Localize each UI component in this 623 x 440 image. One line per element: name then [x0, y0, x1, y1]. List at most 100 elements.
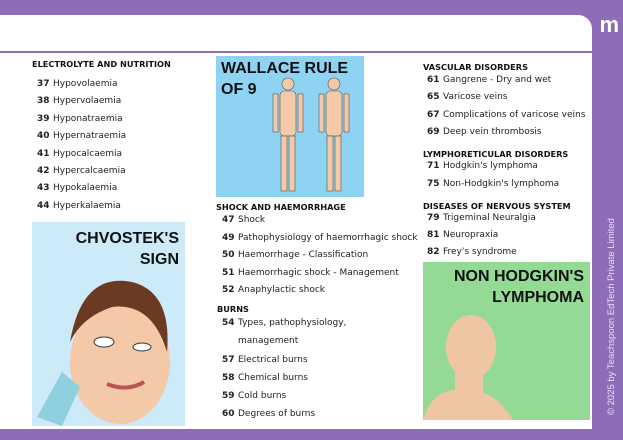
page-number: 42	[37, 165, 50, 176]
section-title: BURNS	[217, 304, 249, 314]
topic-label: Pathophysiology of haemorrhagic shock	[238, 232, 418, 243]
toc-list: 47 Shock 49 Pathophysiology of haemorrhagic…	[222, 215, 418, 303]
topic-label: Neuropraxia	[443, 230, 499, 240]
toc-item[interactable]: 38 Hypervolaemia	[37, 96, 126, 113]
toc-list: 37 Hypovolaemia 38 Hypervolaemia 39 Hyponatra…	[37, 79, 126, 218]
toc-item[interactable]: 71 Hodgkin's lymphoma	[427, 161, 559, 179]
page-number: 40	[37, 131, 50, 142]
page-number: 82	[427, 247, 440, 257]
toc-item[interactable]: 41 Hypocalcaemia	[37, 149, 126, 166]
image-caption: WALLACE RULE OF 9	[221, 60, 349, 98]
brand-logo: m	[599, 12, 619, 37]
topic-label: Cold burns	[238, 391, 287, 402]
section-title: VASCULAR DISORDERS	[423, 62, 528, 72]
toc-item[interactable]: 61 Gangrene - Dry and wet	[427, 75, 585, 92]
toc-item[interactable]: 40 Hypernatraemia	[37, 131, 126, 148]
section-title: DISEASES OF NERVOUS SYSTEM	[423, 201, 571, 211]
toc-item[interactable]: 50 Haemorrhage - Classification	[222, 250, 418, 268]
toc-item[interactable]: 54 Types, pathophysiology,	[222, 318, 346, 336]
topic-label: Hypercalcaemia	[53, 165, 126, 176]
toc-item[interactable]: management	[222, 336, 346, 354]
topic-label: Anaphylactic shock	[238, 285, 325, 296]
page-number: 67	[427, 109, 440, 120]
topic-label: Deep vein thrombosis	[443, 127, 542, 138]
toc-item[interactable]: 75 Non-Hodgkin's lymphoma	[427, 179, 559, 197]
page-number: 60	[222, 409, 235, 420]
topic-label: Electrical burns	[238, 354, 308, 365]
toc-item[interactable]: 52 Anaphylactic shock	[222, 285, 418, 303]
page-number: 38	[37, 96, 50, 107]
topic-label: Varicose veins	[443, 92, 508, 103]
toc-item[interactable]: 58 Chemical burns	[222, 373, 346, 391]
topic-label: Hypovolaemia	[53, 79, 118, 89]
topic-label: Non-Hodgkin's lymphoma	[443, 179, 560, 189]
toc-item[interactable]: 44 Hyperkalaemia	[37, 201, 126, 218]
topic-label: Degrees of burns	[238, 409, 316, 420]
section-title: ELECTROLYTE AND NUTRITION	[32, 59, 171, 69]
toc-item[interactable]: 37 Hypovolaemia	[37, 79, 126, 96]
page-number: 50	[222, 250, 235, 261]
nhl-image: NON HODGKIN'S LYMPHOMA	[423, 262, 590, 420]
topic-label: Hypokalaemia	[53, 183, 118, 194]
toc-item[interactable]: 47 Shock	[222, 215, 418, 233]
topic-label: management	[238, 336, 299, 347]
chvostek-image: CHVOSTEK'S SIGN	[32, 222, 185, 426]
image-caption: CHVOSTEK'S SIGN	[75, 230, 179, 268]
page-number: 59	[222, 391, 235, 402]
page-number	[222, 336, 238, 354]
image-caption: NON HODGKIN'S LYMPHOMA	[453, 268, 584, 306]
page-number: 41	[37, 148, 50, 159]
toc-list: 71 Hodgkin's lymphoma 75 Non-Hodgkin's lymp…	[427, 161, 559, 197]
toc-item[interactable]: 49 Pathophysiology of haemorrhagic shock	[222, 233, 418, 251]
topic-label: Hypervolaemia	[53, 96, 122, 107]
topic-label: Frey's syndrome	[443, 247, 517, 257]
toc-item[interactable]: 43 Hypokalaemia	[37, 183, 126, 200]
page-number: 57	[222, 354, 235, 365]
topic-label: Shock	[238, 215, 266, 225]
toc-item[interactable]: 81 Neuropraxia	[427, 230, 536, 247]
toc-item[interactable]: 65 Varicose veins	[427, 92, 585, 109]
topic-label: Hyperkalaemia	[53, 200, 121, 211]
topic-label: Trigeminal Neuralgia	[443, 213, 536, 223]
toc-item[interactable]: 51 Haemorrhagic shock - Management	[222, 268, 418, 286]
topic-label: Chemical burns	[238, 372, 308, 383]
toc-item[interactable]: 59 Cold burns	[222, 391, 346, 409]
page-number: 39	[37, 113, 50, 124]
section-title: SHOCK AND HAEMORRHAGE	[216, 202, 346, 212]
topic-label: Gangrene - Dry and wet	[443, 75, 552, 85]
page-number: 44	[37, 200, 50, 211]
toc-list: 61 Gangrene - Dry and wet 65 Varicose veins…	[427, 75, 585, 145]
toc-item[interactable]: 79 Trigeminal Neuralgia	[427, 213, 536, 230]
topic-label: Hypocalcaemia	[53, 148, 123, 159]
page-number: 75	[427, 179, 440, 189]
toc-item[interactable]: 42 Hypercalcaemia	[37, 166, 126, 183]
toc-item[interactable]: 57 Electrical burns	[222, 355, 346, 373]
wallace-rule-image: WALLACE RULE OF 9	[216, 56, 364, 197]
page-number: 47	[222, 215, 235, 225]
toc-item[interactable]: 82 Frey's syndrome	[427, 247, 536, 264]
toc-item[interactable]: 39 Hyponatraemia	[37, 114, 126, 131]
page-number: 52	[222, 285, 235, 296]
page-number: 61	[427, 75, 440, 85]
page-number: 69	[427, 127, 440, 138]
toc-item[interactable]: 67 Complications of varicose veins	[427, 110, 585, 127]
page-number: 71	[427, 161, 440, 171]
page-number: 65	[427, 92, 440, 103]
toc-list: 54 Types, pathophysiology, management 57 Ele…	[222, 318, 346, 428]
toc-item[interactable]: 60 Degrees of burns	[222, 409, 346, 427]
topic-label: Hypernatraemia	[53, 131, 127, 142]
page-number: 51	[222, 267, 235, 278]
copyright-text: © 2025 by Teachspoon EdTech Private Limi…	[606, 218, 617, 415]
toc-list: 79 Trigeminal Neuralgia 81 Neuropraxia 82 Fre…	[427, 213, 536, 264]
page-number: 54	[222, 318, 235, 328]
toc-item[interactable]: 69 Deep vein thrombosis	[427, 127, 585, 144]
topic-label: Hyponatraemia	[53, 113, 123, 124]
section-title: LYMPHORETICULAR DISORDERS	[423, 149, 569, 159]
topic-label: Complications of varicose veins	[443, 109, 586, 120]
page-number: 37	[37, 79, 50, 89]
page-number: 81	[427, 230, 440, 240]
page-number: 49	[222, 232, 235, 243]
topic-label: Haemorrhage - Classification	[238, 250, 369, 261]
topic-label: Hodgkin's lymphoma	[443, 161, 538, 171]
page-number: 79	[427, 213, 440, 223]
